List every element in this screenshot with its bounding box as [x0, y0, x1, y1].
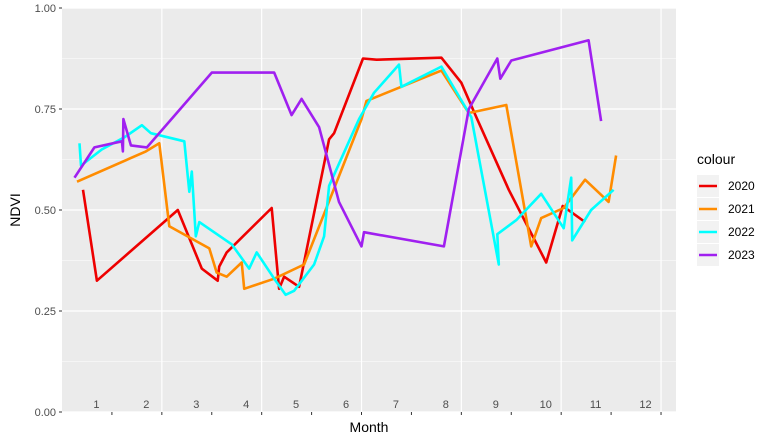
legend-title: colour [697, 151, 735, 167]
month-label: 11 [590, 399, 601, 411]
legend-label-2020: 2020 [728, 179, 755, 193]
series-line-2020 [81, 56, 586, 291]
month-label: 3 [193, 399, 199, 411]
month-label: 12 [639, 399, 651, 411]
month-label: 4 [243, 399, 249, 411]
y-tick-label: 1.00 [35, 3, 56, 15]
x-axis-title: Month [350, 419, 389, 435]
month-label: 9 [493, 399, 499, 411]
month-label: 7 [393, 399, 399, 411]
month-label: 1 [93, 399, 99, 411]
month-label: 10 [540, 399, 552, 411]
legend: colour 2020 2021 2022 2023 [697, 151, 755, 266]
series-line-2022 [78, 63, 615, 297]
month-label: 6 [343, 399, 349, 411]
series-layer [73, 39, 618, 297]
legend-label-2023: 2023 [728, 248, 755, 262]
y-tick-label: 0.50 [35, 205, 56, 217]
legend-label-2022: 2022 [728, 225, 755, 239]
y-axis-title: NDVI [7, 193, 23, 226]
legend-label-2021: 2021 [728, 202, 755, 216]
series-line-2023 [73, 39, 603, 248]
y-tick-label: 0.25 [35, 306, 56, 318]
month-label: 2 [143, 399, 149, 411]
month-label: 8 [443, 399, 449, 411]
y-tick-label: 0.75 [35, 104, 56, 116]
month-label: 5 [293, 399, 299, 411]
y-tick-label: 0.00 [35, 407, 56, 419]
axes: 0.000.250.500.751.001 2 3 4 5 6 7 8 9 10 11 12 [35, 3, 662, 419]
